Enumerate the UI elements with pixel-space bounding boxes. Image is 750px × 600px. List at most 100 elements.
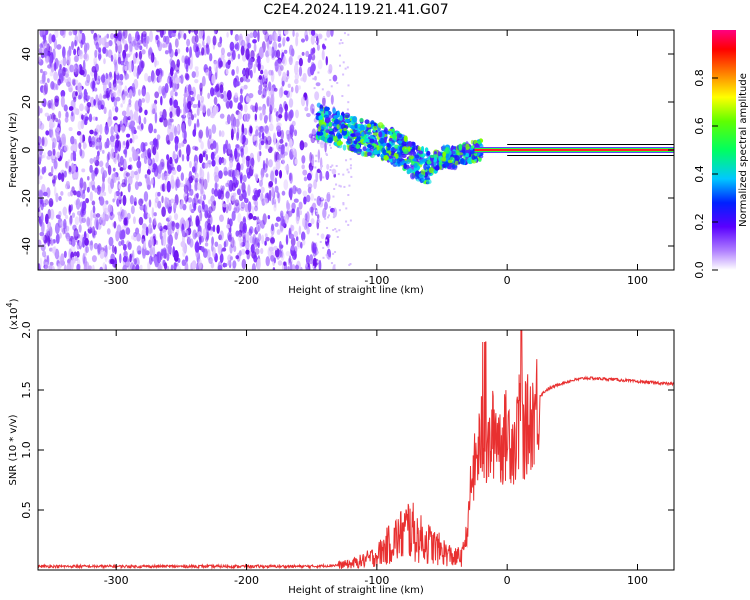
noise-cell xyxy=(300,231,306,242)
noise-cell xyxy=(260,219,265,229)
signal-cell xyxy=(321,130,327,138)
noise-cell xyxy=(322,207,327,219)
noise-cell xyxy=(257,151,261,163)
noise-cell xyxy=(80,119,85,130)
noise-cell xyxy=(107,151,111,161)
noise-cell xyxy=(184,195,189,202)
noise-cell xyxy=(82,189,85,194)
noise-cell xyxy=(273,203,277,212)
noise-cell xyxy=(326,30,331,38)
noise-cell xyxy=(162,108,167,121)
noise-cell xyxy=(75,79,79,85)
signal-cell xyxy=(462,149,466,154)
noise-cell xyxy=(322,45,327,50)
noise-cell xyxy=(226,31,229,38)
noise-cell xyxy=(214,241,219,247)
noise-cell xyxy=(159,230,163,240)
noise-cell xyxy=(99,196,105,206)
noise-cell xyxy=(96,137,102,143)
noise-cell xyxy=(199,169,205,180)
noise-cell xyxy=(290,187,293,199)
noise-cell xyxy=(51,246,57,254)
noise-cell xyxy=(76,263,81,270)
noise-cell xyxy=(75,166,79,173)
noise-cell xyxy=(136,39,142,46)
noise-cell xyxy=(118,240,122,247)
noise-cell xyxy=(62,55,67,67)
noise-cell xyxy=(143,155,148,165)
noise-cell xyxy=(163,175,169,182)
noise-cell xyxy=(223,262,228,268)
noise-cell xyxy=(45,130,50,136)
noise-cell xyxy=(230,236,235,249)
noise-cell xyxy=(308,30,312,36)
noise-cell xyxy=(71,212,76,218)
noise-cell xyxy=(310,103,315,114)
noise-cell xyxy=(248,93,254,99)
noise-cell xyxy=(211,243,214,252)
noise-cell xyxy=(94,217,100,229)
noise-cell xyxy=(250,158,255,165)
noise-cell xyxy=(95,213,101,218)
noise-dot xyxy=(317,71,320,74)
noise-cell xyxy=(264,125,269,135)
signal-cell xyxy=(458,143,463,151)
noise-cell xyxy=(90,240,93,246)
noise-cell xyxy=(218,130,222,137)
signal-cell xyxy=(430,155,435,159)
noise-cell xyxy=(204,242,209,247)
noise-cell xyxy=(215,83,220,92)
noise-dot xyxy=(342,203,345,206)
signal-cell xyxy=(353,140,358,145)
signal-cell xyxy=(369,145,375,150)
noise-cell xyxy=(288,172,292,181)
noise-cell xyxy=(157,41,163,52)
noise-cell xyxy=(262,30,268,36)
noise-dot xyxy=(344,67,347,70)
noise-cell xyxy=(153,128,157,134)
noise-cell xyxy=(245,78,251,83)
signal-cell xyxy=(391,128,395,133)
noise-cell xyxy=(79,69,85,76)
noise-cell xyxy=(218,248,222,256)
noise-cell xyxy=(80,39,83,49)
noise-cell xyxy=(309,166,313,172)
noise-dot xyxy=(329,165,332,168)
noise-cell xyxy=(95,145,99,150)
noise-cell xyxy=(38,190,44,201)
noise-cell xyxy=(128,33,132,44)
noise-cell xyxy=(182,245,187,253)
x-tick-label: -100 xyxy=(364,274,389,287)
noise-cell xyxy=(302,72,307,83)
noise-dot xyxy=(322,95,325,98)
noise-cell xyxy=(274,169,279,177)
noise-cell xyxy=(126,93,130,98)
noise-cell xyxy=(330,30,334,37)
noise-cell xyxy=(237,35,242,41)
noise-cell xyxy=(121,124,125,134)
noise-cell xyxy=(170,66,174,77)
noise-cell xyxy=(206,108,211,117)
signal-cell xyxy=(366,151,372,157)
noise-cell xyxy=(85,245,89,253)
noise-cell xyxy=(174,125,178,137)
noise-cell xyxy=(262,159,266,171)
noise-cell xyxy=(278,33,282,42)
noise-cell xyxy=(309,152,313,163)
noise-cell xyxy=(181,122,186,134)
signal-cell xyxy=(379,137,385,144)
noise-cell xyxy=(106,153,110,163)
noise-cell xyxy=(223,166,228,177)
noise-cell xyxy=(161,42,166,49)
noise-dot xyxy=(340,39,343,42)
noise-cell xyxy=(293,129,298,137)
noise-cell xyxy=(208,134,212,142)
noise-cell xyxy=(229,41,235,51)
snr-plot-area xyxy=(38,330,674,570)
signal-cell xyxy=(348,144,355,148)
noise-cell xyxy=(150,177,154,185)
noise-cell xyxy=(154,57,157,68)
noise-cell xyxy=(149,245,153,257)
noise-cell xyxy=(262,81,268,88)
noise-cell xyxy=(137,250,142,255)
